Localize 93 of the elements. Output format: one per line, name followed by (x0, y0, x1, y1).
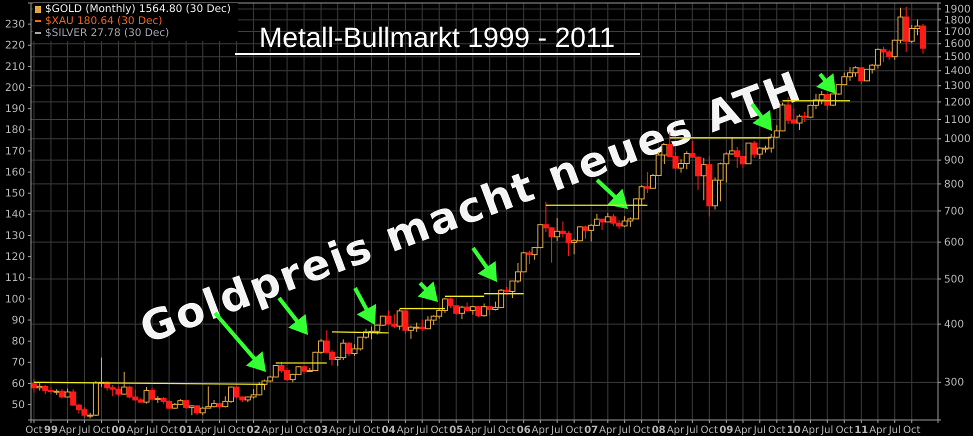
y2-tick-label: 1000 (944, 133, 971, 146)
y-tick-label: 70 (12, 356, 25, 369)
x-tick-label: Apr (396, 425, 415, 436)
x-tick-label: Apr (869, 425, 888, 436)
y-tick-label: 90 (12, 314, 25, 326)
y2-tick-label: 300 (944, 376, 964, 389)
x-tick-label: Jul (280, 425, 294, 436)
y-tick-label: 160 (4, 166, 25, 178)
x-tick-label: Oct (836, 425, 853, 436)
x-tick-label: Apr (464, 425, 482, 436)
y-tick-label: 220 (4, 40, 25, 52)
x-tick-label: 10 (786, 425, 801, 436)
x-tick-label: Jul (752, 425, 766, 436)
y-tick-label: 230 (4, 18, 25, 30)
y2-tick-label: 1400 (944, 65, 971, 78)
y2-tick-label: 1200 (944, 96, 971, 108)
x-tick-label: Oct (903, 425, 920, 436)
x-tick-label: 04 (382, 425, 396, 436)
x-tick-label: Oct (362, 425, 380, 436)
x-tick-label: Jul (618, 425, 631, 436)
x-tick-label: Oct (92, 425, 110, 436)
y-tick-label: 130 (4, 230, 25, 242)
y-tick-label: 190 (4, 103, 25, 116)
y-tick-label: 210 (4, 60, 25, 73)
x-tick-label: 99 (44, 425, 58, 436)
y2-tick-label: 1500 (944, 51, 971, 64)
annotation: $XAU 180.64 (30 Dec) (45, 15, 162, 27)
y2-tick-label: 400 (944, 318, 964, 330)
y-tick-label: 100 (4, 293, 25, 306)
x-tick-label: 09 (719, 425, 734, 436)
y-tick-label: 200 (4, 82, 25, 94)
x-tick-label: Jul (415, 425, 428, 436)
x-tick-label: Jul (212, 425, 226, 436)
x-tick-label: 05 (449, 425, 464, 436)
x-tick-label: Jul (820, 425, 834, 436)
annotation: $SILVER 27.78 (30 Dec) (45, 27, 170, 39)
x-tick-label: Oct (768, 425, 786, 436)
y-tick-label: 150 (4, 188, 25, 200)
x-tick-label: Oct (430, 425, 448, 436)
y2-tick-label: 600 (944, 236, 964, 248)
x-tick-label: Jul (685, 425, 698, 436)
x-tick-label: 07 (584, 425, 598, 436)
x-tick-label: Apr (329, 425, 348, 436)
x-tick-label: Oct (498, 425, 516, 436)
x-tick-label: Jul (145, 425, 158, 436)
y2-tick-label: 700 (944, 205, 964, 218)
y2-tick-label: 500 (944, 273, 964, 286)
x-tick-label: Oct (566, 425, 583, 436)
x-tick-label: 08 (652, 425, 666, 436)
x-tick-label: Jul (482, 425, 496, 436)
x-tick-label: 02 (246, 425, 261, 436)
y2-tick-label: 1800 (944, 14, 971, 26)
x-tick-label: 06 (516, 425, 531, 436)
legend-label: $GOLD (Monthly) 1564.80 (30 Dec) (45, 3, 231, 15)
x-tick-label: Apr (126, 425, 145, 436)
y-tick-label: 140 (4, 208, 25, 221)
x-tick-label: 03 (314, 425, 328, 436)
y-tick-label: 120 (4, 250, 25, 263)
x-tick-label: Apr (734, 425, 752, 436)
y-tick-label: 180 (4, 124, 25, 136)
y-tick-label: 60 (12, 378, 25, 390)
x-tick-label: Oct (632, 425, 650, 436)
x-tick-label: Oct (295, 425, 313, 436)
x-tick-label: Jul (347, 425, 361, 436)
y-tick-label: 80 (12, 336, 25, 348)
x-tick-label: Apr (599, 425, 618, 436)
y-tick-label: 50 (12, 398, 25, 411)
x-tick-label: Oct (700, 425, 718, 436)
y2-tick-label: 1700 (944, 26, 971, 38)
x-tick-label: Apr (802, 425, 820, 436)
x-tick-label: Oct (160, 425, 178, 436)
y2-tick-label: 1900 (944, 3, 971, 16)
x-tick-label: 01 (179, 425, 194, 436)
y2-tick-label: 1600 (944, 38, 971, 50)
x-tick-label: Apr (58, 425, 78, 436)
x-tick-label: Jul (77, 425, 90, 436)
y2-tick-label: 800 (944, 178, 964, 190)
y-tick-label: 170 (4, 145, 25, 158)
y2-tick-label: 1100 (944, 114, 971, 126)
x-tick-label: 11 (854, 425, 868, 436)
x-tick-label: Apr (194, 425, 212, 436)
x-tick-label: 00 (111, 425, 126, 436)
x-tick-label: Apr (532, 425, 550, 436)
x-tick-label: Apr (666, 425, 686, 436)
x-tick-label: Oct (25, 425, 43, 436)
x-tick-label: Jul (550, 425, 564, 436)
y2-tick-label: 1300 (944, 80, 971, 92)
x-tick-label: Oct (228, 425, 246, 436)
text: Metall-Bullmarkt 1999 - 2011 (259, 22, 615, 53)
y-tick-label: 110 (4, 272, 25, 284)
x-tick-label: Jul (888, 425, 901, 436)
y2-tick-label: 900 (944, 154, 964, 166)
x-tick-label: Apr (262, 425, 280, 436)
